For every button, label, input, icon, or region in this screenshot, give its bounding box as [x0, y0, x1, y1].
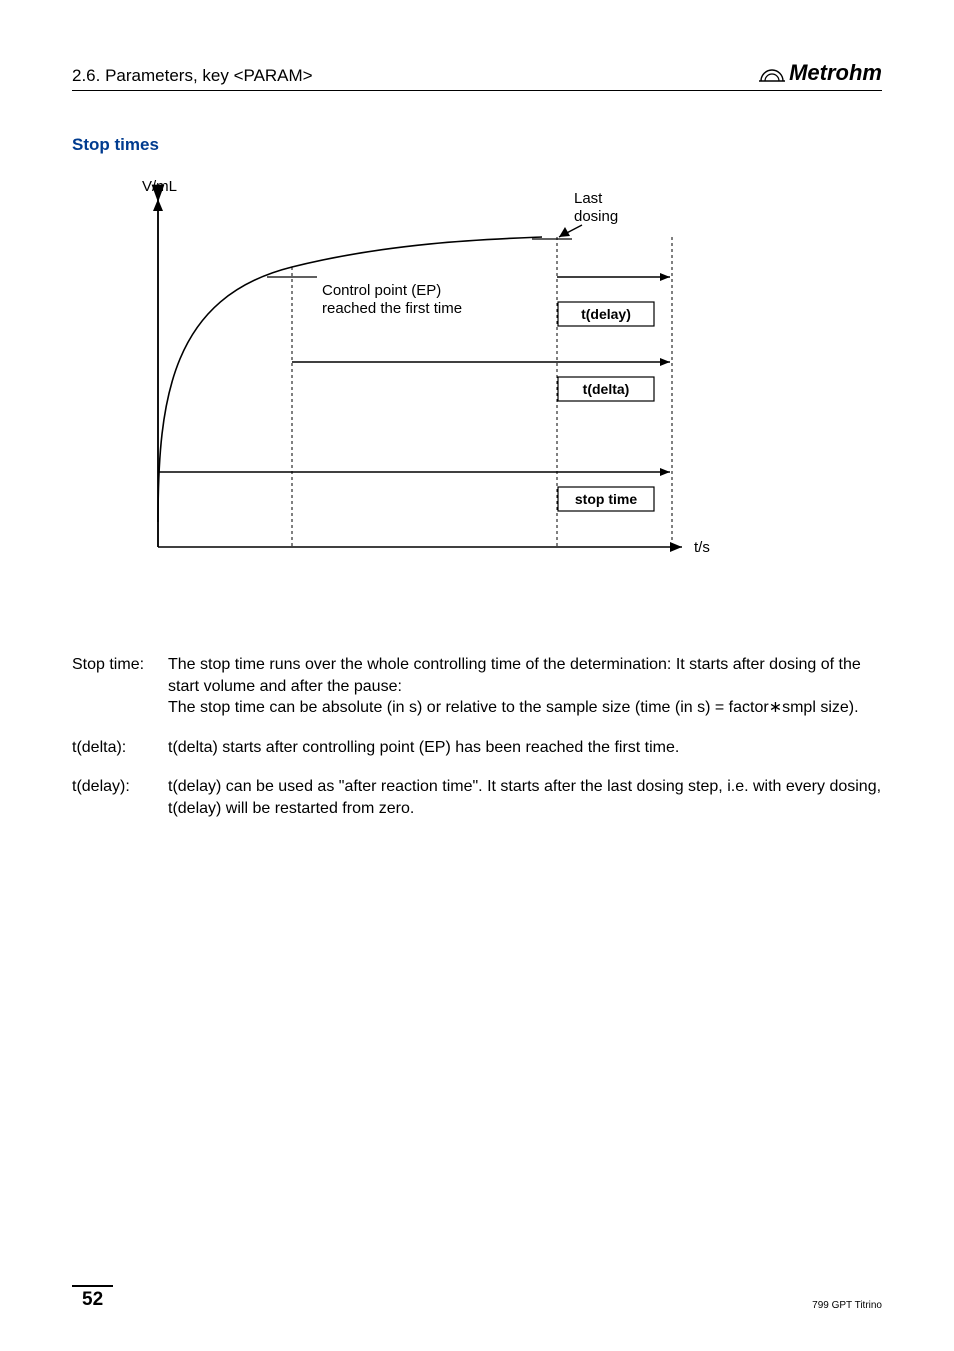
definition-row: Stop time: The stop time runs over the w… — [72, 654, 882, 719]
brand-logo: Metrohm — [759, 60, 882, 86]
page-footer: 52 799 GPT Titrino — [72, 1285, 882, 1311]
definition-row: t(delta): t(delta) starts after controll… — [72, 737, 882, 759]
page: 2.6. Parameters, key <PARAM> Metrohm Sto… — [0, 0, 954, 1351]
definitions-list: Stop time: The stop time runs over the w… — [72, 654, 882, 820]
document-id: 799 GPT Titrino — [812, 1300, 882, 1311]
svg-text:t(delta): t(delta) — [583, 381, 630, 397]
svg-text:t/s: t/s — [694, 539, 710, 556]
definition-body: t(delay) can be used as "after reaction … — [168, 776, 882, 819]
svg-text:stop time: stop time — [575, 491, 637, 507]
svg-text:dosing: dosing — [574, 208, 618, 225]
definition-row: t(delay): t(delay) can be used as "after… — [72, 776, 882, 819]
svg-text:t(delay): t(delay) — [581, 306, 631, 322]
chart-svg: V/mL t/s Control point (EP)reached the fir… — [112, 177, 742, 587]
svg-text:Last: Last — [574, 190, 603, 207]
section-title: Stop times — [72, 135, 882, 155]
logo-icon — [759, 63, 785, 83]
definition-body: t(delta) starts after controlling point … — [168, 737, 882, 759]
svg-text:Control point (EP): Control point (EP) — [322, 282, 441, 299]
logo-text: Metrohm — [789, 60, 882, 86]
definition-term: t(delta): — [72, 737, 168, 759]
svg-text:reached the first time: reached the first time — [322, 300, 462, 317]
svg-text:V/mL: V/mL — [142, 178, 177, 195]
definition-term: Stop time: — [72, 654, 168, 719]
page-number: 52 — [72, 1285, 113, 1311]
definition-body: The stop time runs over the whole contro… — [168, 654, 882, 719]
header-title: 2.6. Parameters, key <PARAM> — [72, 66, 313, 86]
definition-term: t(delay): — [72, 776, 168, 819]
stop-times-chart: V/mL t/s Control point (EP)reached the fir… — [112, 177, 882, 592]
page-header: 2.6. Parameters, key <PARAM> Metrohm — [72, 60, 882, 91]
